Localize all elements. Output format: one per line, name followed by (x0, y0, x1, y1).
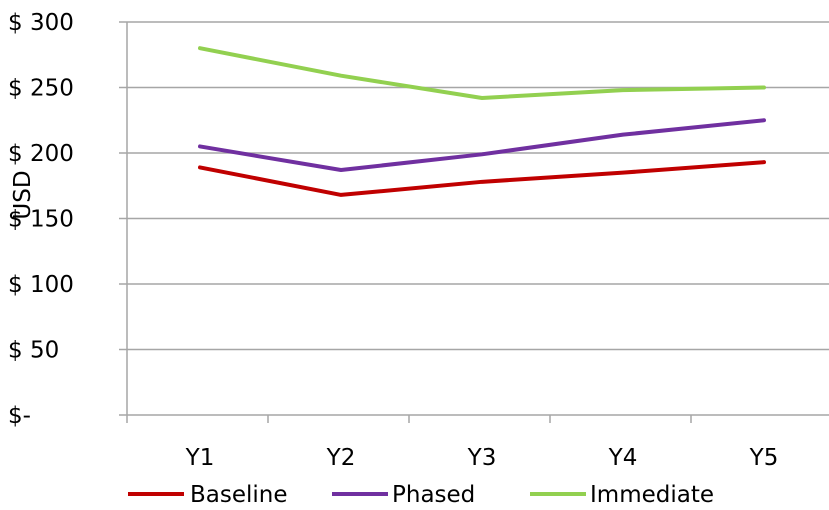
y-tick-label: $ 250 (8, 76, 74, 102)
series-line-baseline (200, 162, 764, 195)
x-tick-label: Y2 (326, 445, 356, 471)
x-tick-label: Y4 (608, 445, 638, 471)
legend-label-phased: Phased (392, 482, 475, 506)
series-line-immediate (200, 48, 764, 98)
grid-lines (127, 22, 829, 350)
axes (119, 22, 829, 423)
legend-label-immediate: Immediate (590, 482, 714, 506)
y-tick-label: $ 50 (8, 338, 59, 364)
x-tick-label: Y5 (749, 445, 779, 471)
y-tick-label: $ 300 (8, 10, 74, 36)
y-tick-label: $ 200 (8, 141, 74, 167)
series-lines (200, 48, 764, 195)
x-tick-label: Y3 (467, 445, 497, 471)
y-tick-label: $ 100 (8, 272, 74, 298)
x-tick-labels: Y1 Y2 Y3 Y4 Y5 (185, 445, 779, 471)
x-tick-label: Y1 (185, 445, 215, 471)
legend-label-baseline: Baseline (190, 482, 288, 506)
series-line-phased (200, 120, 764, 170)
y-axis-label: USD (10, 170, 36, 219)
legend: Baseline Phased Immediate (128, 482, 714, 506)
y-tick-label: $- (8, 403, 31, 429)
